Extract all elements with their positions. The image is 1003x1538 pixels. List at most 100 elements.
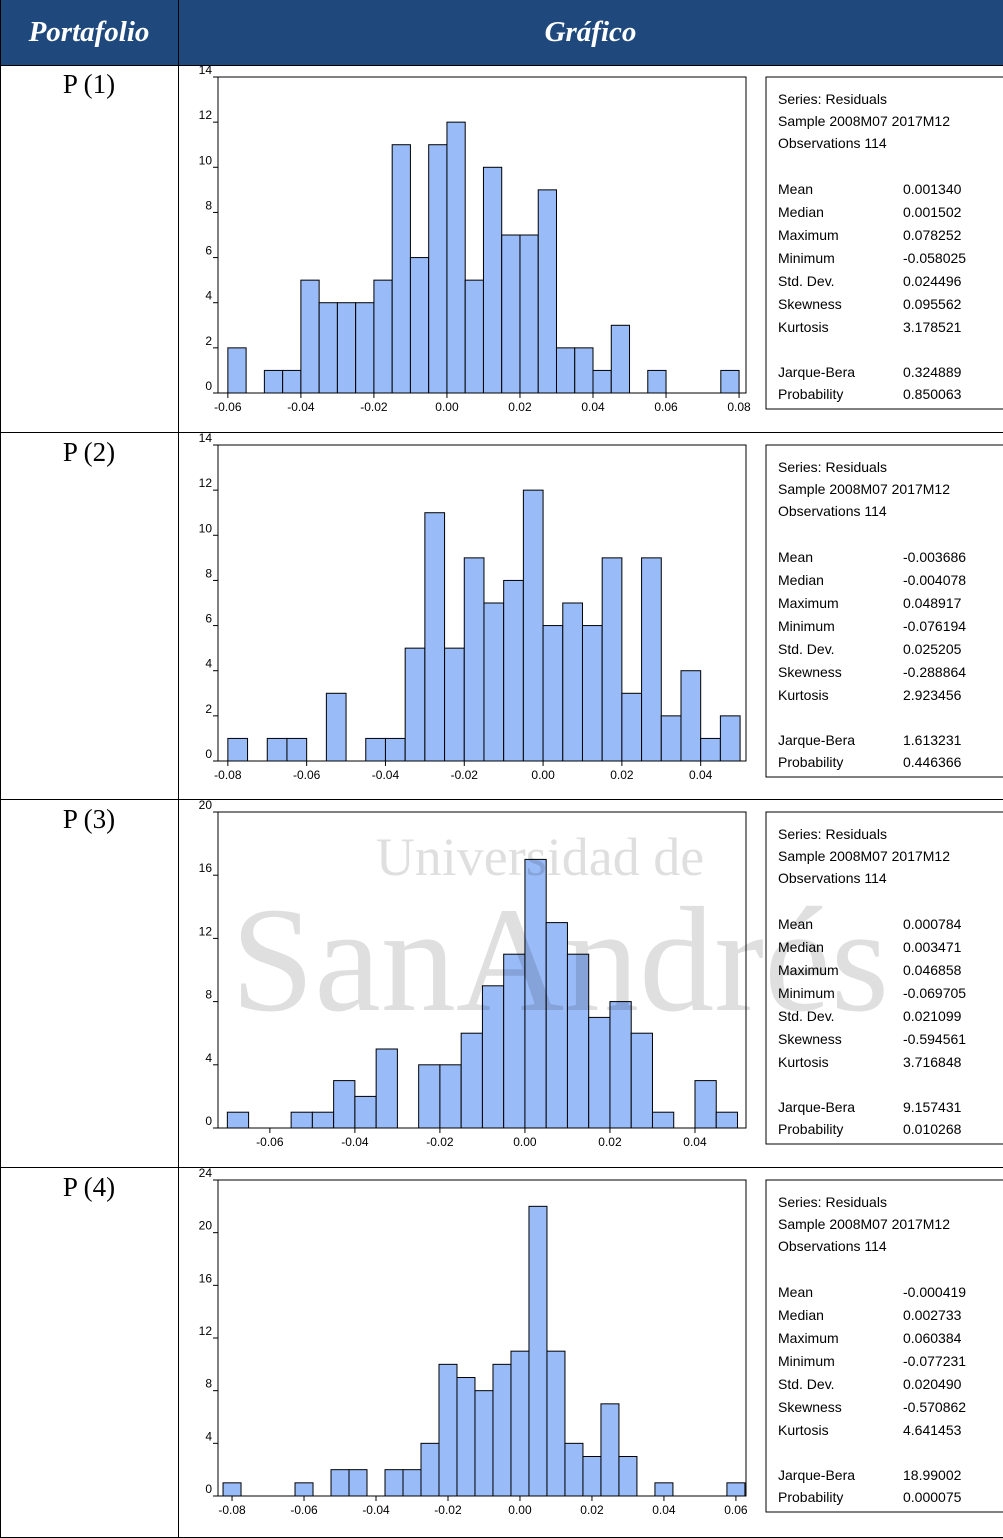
stat-value: 0.850063: [903, 386, 962, 402]
histogram-bar: [312, 1112, 333, 1128]
histogram-bar: [228, 738, 248, 761]
x-tick-label: 0.00: [531, 768, 555, 782]
stat-label: Jarque-Bera: [778, 364, 855, 380]
stat-label: Std. Dev.: [778, 1008, 835, 1024]
stats-header: Sample 2008M07 2017M12: [778, 113, 950, 129]
stat-label: Probability: [778, 386, 843, 402]
stat-value: -0.000419: [903, 1284, 966, 1300]
y-tick-label: 8: [205, 566, 212, 580]
histogram-bar: [523, 490, 543, 761]
stat-value: 0.010268: [903, 1121, 962, 1137]
stat-label: Mean: [778, 181, 813, 197]
x-tick-label: -0.06: [293, 768, 321, 782]
histogram-bar: [502, 235, 520, 393]
x-tick-label: -0.04: [372, 768, 400, 782]
histogram-bar: [582, 626, 602, 761]
stat-value: 0.024496: [903, 273, 962, 289]
histogram-bar: [611, 325, 629, 393]
stat-value: 0.046858: [903, 962, 962, 978]
stat-value: -0.594561: [903, 1031, 966, 1047]
stat-value: 9.157431: [903, 1099, 962, 1115]
stat-label: Skewness: [778, 664, 842, 680]
histogram-bar: [589, 1017, 610, 1128]
row-label: P (4): [0, 1168, 178, 1203]
y-tick-label: 12: [199, 108, 213, 122]
histogram-bar: [556, 348, 574, 393]
stat-label: Minimum: [778, 250, 835, 266]
stat-value: 3.716848: [903, 1054, 962, 1070]
x-tick-label: 0.00: [508, 1503, 532, 1517]
y-tick-label: 16: [199, 861, 213, 875]
stat-label: Skewness: [778, 296, 842, 312]
stat-value: 0.020490: [903, 1376, 962, 1392]
y-tick-label: 12: [199, 476, 213, 490]
stat-value: 2.923456: [903, 687, 962, 703]
stat-label: Jarque-Bera: [778, 732, 855, 748]
stat-value: 18.99002: [903, 1467, 962, 1483]
x-tick-label: -0.04: [362, 1503, 390, 1517]
stat-label: Skewness: [778, 1399, 842, 1415]
stat-value: 0.001340: [903, 181, 962, 197]
histogram-bar: [681, 671, 701, 761]
x-tick-label: 0.02: [508, 400, 532, 414]
y-tick-label: 16: [199, 1271, 213, 1285]
y-tick-label: 6: [205, 612, 212, 626]
stat-label: Mean: [778, 1284, 813, 1300]
histogram-bar: [392, 145, 410, 393]
stat-label: Maximum: [778, 595, 839, 611]
histogram-bar: [583, 1457, 601, 1497]
histogram-bar: [429, 145, 447, 393]
stat-label: Maximum: [778, 962, 839, 978]
stat-label: Minimum: [778, 985, 835, 1001]
histogram-bar: [525, 859, 546, 1128]
stat-value: 0.000075: [903, 1489, 962, 1505]
histogram-bar: [546, 923, 567, 1128]
histogram-bar: [538, 190, 556, 393]
stat-value: -0.288864: [903, 664, 966, 680]
histogram-bar: [721, 370, 739, 393]
x-tick-label: -0.06: [214, 400, 242, 414]
stats-header: Observations 114: [778, 870, 887, 886]
stats-header: Series: Residuals: [778, 826, 887, 842]
stats-header: Series: Residuals: [778, 459, 887, 475]
x-tick-label: 0.08: [727, 400, 751, 414]
stat-value: 0.060384: [903, 1330, 962, 1346]
stat-label: Std. Dev.: [778, 273, 835, 289]
stat-value: 0.001502: [903, 204, 962, 220]
y-tick-label: 6: [205, 244, 212, 258]
histogram-bar: [619, 1457, 637, 1497]
stats-header: Series: Residuals: [778, 1194, 887, 1210]
histogram-bar: [465, 280, 483, 393]
stat-value: -0.570862: [903, 1399, 966, 1415]
histogram-bar: [385, 738, 405, 761]
histogram-bar: [295, 1483, 313, 1496]
y-tick-label: 24: [199, 1168, 213, 1180]
histogram-bar: [484, 603, 504, 761]
histogram-bar: [642, 558, 662, 761]
stat-value: 1.613231: [903, 732, 962, 748]
stat-label: Probability: [778, 1121, 843, 1137]
histogram-bar: [575, 348, 593, 393]
x-tick-label: 0.00: [513, 1135, 537, 1149]
stat-label: Mean: [778, 916, 813, 932]
x-tick-label: -0.08: [218, 1503, 246, 1517]
x-tick-label: -0.02: [451, 768, 479, 782]
stat-label: Skewness: [778, 1031, 842, 1047]
histogram-bar: [464, 558, 484, 761]
stat-value: -0.076194: [903, 618, 966, 634]
y-tick-label: 10: [199, 521, 213, 535]
stat-label: Jarque-Bera: [778, 1467, 855, 1483]
table-border: [0, 0, 1, 1538]
stat-label: Std. Dev.: [778, 1376, 835, 1392]
stat-value: 4.641453: [903, 1422, 962, 1438]
histogram-bar: [410, 258, 428, 393]
histogram-bar: [567, 954, 588, 1128]
stat-value: 0.003471: [903, 939, 962, 955]
histogram-bar: [652, 1112, 673, 1128]
histogram-bar: [267, 738, 287, 761]
x-tick-label: -0.06: [290, 1503, 318, 1517]
stat-label: Maximum: [778, 227, 839, 243]
histogram-bar: [701, 738, 721, 761]
stat-value: 0.095562: [903, 296, 962, 312]
row-label: P (2): [0, 433, 178, 468]
